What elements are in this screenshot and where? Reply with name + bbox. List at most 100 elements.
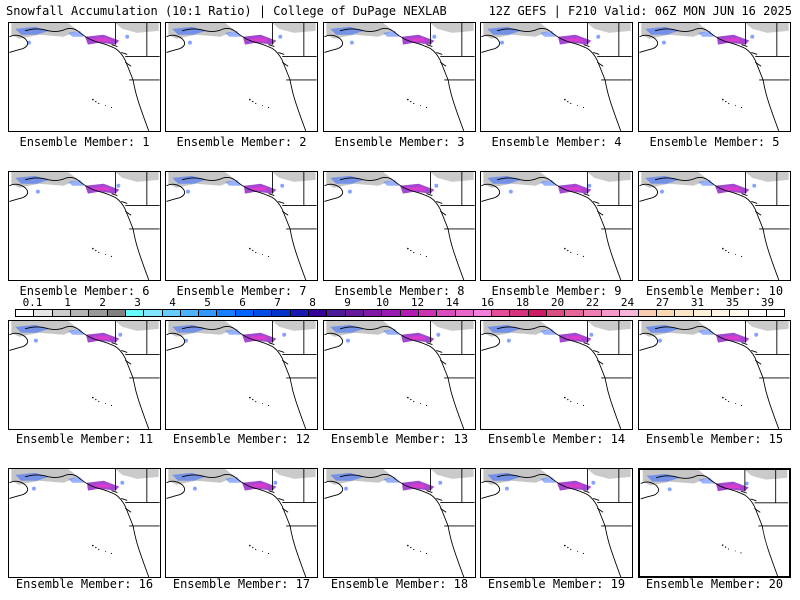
islands [92,544,113,555]
colorbar-swatch [492,309,511,317]
colorbar-swatch [565,309,584,317]
islands [407,247,428,258]
snow-swath [326,321,474,343]
colorbar-tick-label: 27 [655,296,670,309]
ensemble-map-panel [165,320,318,430]
snow-swath [483,172,631,194]
ensemble-map-panel [323,320,476,430]
colorbar-swatch [400,309,419,317]
ensemble-map-panel [323,468,476,578]
coastline [481,321,632,429]
ensemble-member-label: Ensemble Member: 1 [19,135,150,149]
colorbar-swatch [327,309,346,317]
ensemble-map-panel [638,320,791,430]
ensemble-member-label: Ensemble Member: 15 [645,432,784,446]
coastline [639,23,790,131]
ensemble-map-panel [638,22,791,132]
colorbar-tick-label: 1 [64,296,71,309]
ensemble-map-panel [480,468,633,578]
ensemble-map-panel [8,22,161,132]
colorbar-tick-label: 7 [274,296,281,309]
snow-swath [11,172,159,194]
colorbar-tick-label: 20 [550,296,565,309]
colorbar-swatch [363,309,383,317]
colorbar-swatch [711,309,731,317]
snow-swath [642,470,788,492]
islands [407,544,428,555]
coastline [324,23,475,131]
colorbar-swatch [583,309,602,317]
coastline [639,321,790,429]
ensemble-member-label: Ensemble Member: 7 [176,284,307,298]
islands [407,396,428,407]
ensemble-member-label: Ensemble Member: 5 [649,135,780,149]
islands [249,396,270,407]
snow-swath [641,172,789,194]
colorbar-tick-label: 0.1 [22,296,43,309]
colorbar-tick-label: 24 [620,296,635,309]
colorbar-swatch [34,309,53,317]
coastline [9,321,160,429]
colorbar-swatch [309,309,328,317]
snow-swath [168,23,316,45]
coastline [324,469,475,577]
ensemble-member-label: Ensemble Member: 14 [487,432,626,446]
colorbar-swatch [437,309,456,317]
colorbar-swatch [473,309,493,317]
colorbar-tick-label: 39 [760,296,775,309]
run-valid-time: 12Z GEFS | F210 Valid: 06Z MON JUN 16 20… [488,4,792,18]
islands [92,98,113,109]
colorbar-swatch [638,309,657,317]
colorbar-swatch [455,309,474,317]
ensemble-member-label: Ensemble Member: 17 [172,577,311,591]
colorbar-swatch [70,309,90,317]
snow-swath [168,469,316,491]
islands [722,98,743,109]
snow-swath [641,23,789,45]
colorbar-tick-label: 22 [585,296,600,309]
colorbar-swatch [345,309,364,317]
colorbar-swatch [254,309,273,317]
ensemble-map-panel [480,320,633,430]
islands [721,544,742,554]
ensemble-member-label: Ensemble Member: 6 [19,284,150,298]
snow-swath [326,23,474,45]
ensemble-map-panel [8,171,161,281]
coastline [639,172,790,280]
coastline [9,469,160,577]
colorbar-swatch [510,309,529,317]
colorbar-tick-label: 6 [239,296,246,309]
colorbar-swatch [620,309,639,317]
snow-swath [326,172,474,194]
colorbar-tick-label: 8 [309,296,316,309]
colorbar-tick-label: 31 [690,296,705,309]
ensemble-map-panel [165,22,318,132]
colorbar-swatch [217,309,236,317]
colorbar-tick-label: 35 [725,296,740,309]
colorbar-tick-label: 2 [99,296,106,309]
coastline [324,172,475,280]
ensemble-member-label: Ensemble Member: 11 [15,432,154,446]
colorbar-tick-label: 16 [480,296,495,309]
ensemble-map-panel [8,320,161,430]
ensemble-map-panel [8,468,161,578]
snow-swath [11,469,159,491]
islands [564,98,585,109]
islands [249,247,270,258]
colorbar-swatch [748,309,767,317]
snow-swath [11,23,159,45]
snow-swath [483,321,631,343]
colorbar-swatch [418,309,438,317]
colorbar-swatch [693,309,712,317]
coastline [166,321,317,429]
ensemble-map-panel [165,171,318,281]
colorbar-swatch [528,309,548,317]
ensemble-map-panel [165,468,318,578]
colorbar-tick-label: 12 [410,296,425,309]
colorbar-swatch [547,309,566,317]
coastline [166,172,317,280]
ensemble-map-panel [323,171,476,281]
ensemble-map-panel [323,22,476,132]
snow-swath [641,321,789,343]
colorbar-tick-label: 14 [445,296,460,309]
